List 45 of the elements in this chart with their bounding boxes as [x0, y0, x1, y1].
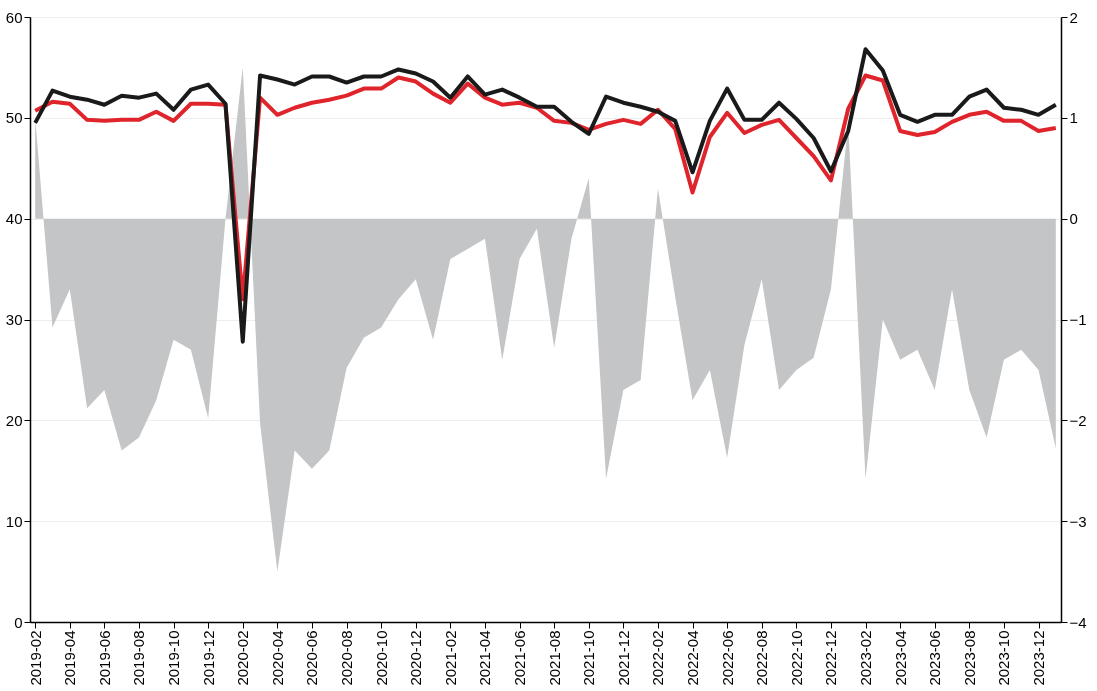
- y-tick-label: 40: [5, 210, 23, 228]
- x-tick-label: 2022-06: [718, 630, 736, 686]
- x-tick-label: 2021-12: [614, 630, 632, 686]
- x-tick-label: 2023-02: [857, 630, 875, 686]
- x-tick-label: 2022-02: [649, 630, 667, 686]
- x-tick-label: 2020-08: [338, 630, 356, 686]
- x-tick-label: 2019-02: [26, 630, 44, 686]
- x-tick-label: 2023-08: [960, 630, 978, 686]
- y2-tick-label: −4: [1069, 613, 1087, 631]
- y2-tick-label: −1: [1069, 311, 1087, 328]
- y2-tick-label: 0: [1069, 210, 1078, 228]
- x-tick-label: 2021-08: [545, 630, 563, 686]
- x-tick-label: 2023-06: [926, 630, 944, 686]
- x-tick-label: 2019-06: [95, 630, 113, 686]
- x-tick-label: 2020-06: [303, 630, 321, 686]
- x-tick-label: 2021-06: [511, 630, 529, 686]
- x-tick-label: 2020-10: [372, 630, 390, 686]
- x-tick-label: 2019-08: [130, 630, 148, 686]
- x-tick-label: 2022-04: [684, 630, 702, 686]
- y-tick-label: 0: [14, 613, 23, 631]
- y-tick-label: 60: [5, 8, 23, 26]
- x-tick-label: 2021-10: [580, 630, 598, 686]
- y2-tick-label: 1: [1069, 109, 1078, 127]
- x-tick-label: 2022-12: [822, 630, 840, 686]
- y-tick-label: 50: [5, 109, 23, 127]
- x-tick-label: 2019-10: [165, 630, 183, 686]
- x-tick-label: 2021-02: [441, 630, 459, 686]
- x-tick-label: 2019-12: [199, 630, 217, 686]
- x-tick-label: 2023-10: [995, 630, 1013, 686]
- x-tick-label: 2021-04: [476, 630, 494, 686]
- x-tick-label: 2020-02: [234, 630, 252, 686]
- x-tick-label: 2022-10: [787, 630, 805, 686]
- y2-tick-label: −3: [1069, 512, 1087, 530]
- x-tick-label: 2020-04: [268, 630, 286, 686]
- line-series: [33, 47, 1058, 344]
- x-tick-label: 2023-04: [891, 630, 909, 686]
- y2-tick-label: −2: [1069, 411, 1087, 429]
- x-tick-label: 2020-12: [407, 630, 425, 686]
- y-tick-label: 20: [5, 411, 23, 429]
- y-tick-label: 10: [5, 512, 23, 530]
- y2-tick-label: 2: [1069, 8, 1078, 26]
- x-tick-label: 2023-12: [1030, 630, 1048, 686]
- x-tick-label: 2019-04: [61, 630, 79, 686]
- x-tick-label: 2022-08: [753, 630, 771, 686]
- y-tick-label: 30: [5, 311, 23, 328]
